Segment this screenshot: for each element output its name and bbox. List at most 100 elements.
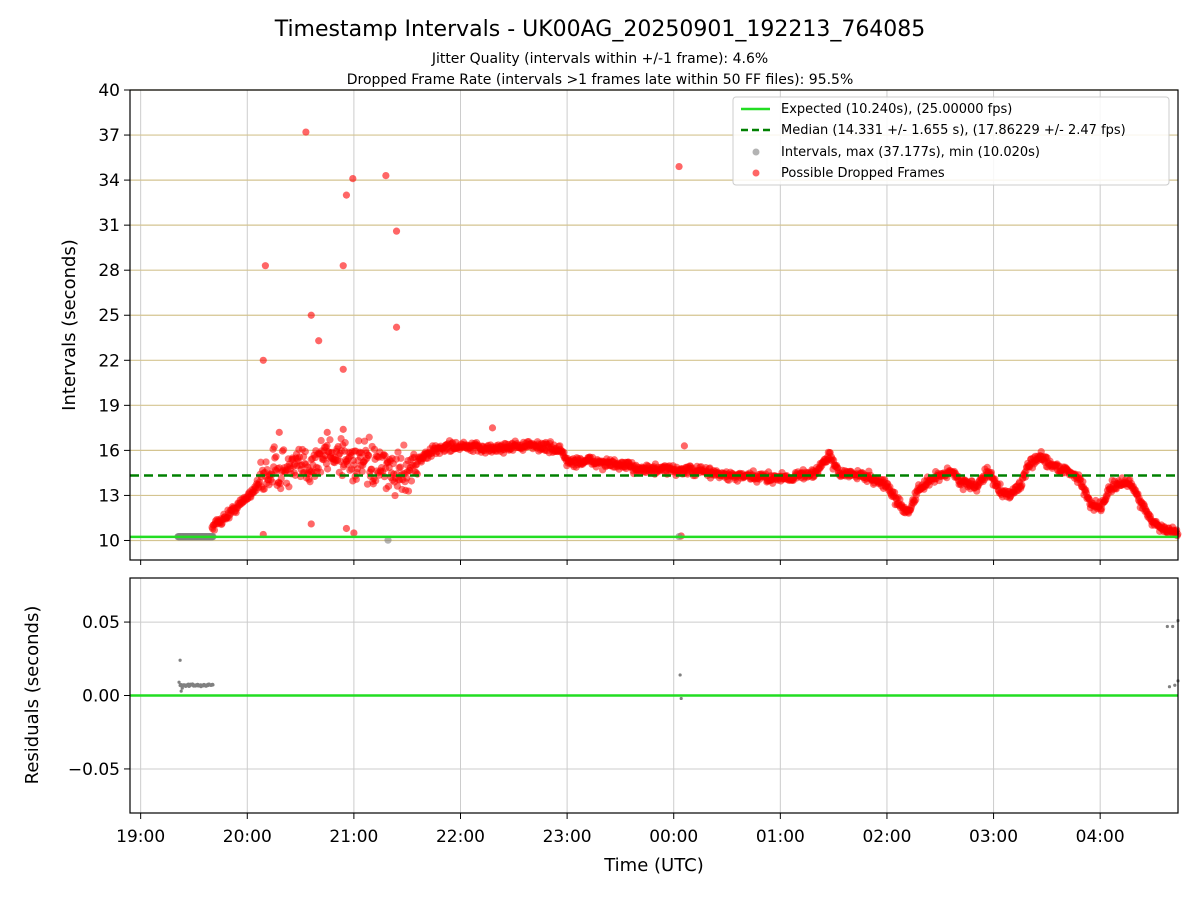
x-tick-label: 22:00 — [436, 827, 485, 847]
dropped-frame-point — [262, 458, 270, 466]
dropped-frame-point — [272, 453, 280, 461]
dropped-frame-point — [341, 439, 349, 447]
chart-subtitle-jitter: Jitter Quality (intervals within +/-1 fr… — [431, 51, 768, 67]
residual-point — [1165, 624, 1169, 629]
x-tick-label: 04:00 — [1076, 827, 1125, 847]
bottom-y-axis-label: Residuals (seconds) — [22, 606, 43, 785]
dropped-frame-point — [397, 454, 405, 462]
dropped-frame-point — [277, 485, 285, 493]
dropped-frame-outlier — [392, 323, 401, 331]
dropped-frame-outlier — [382, 171, 390, 180]
dropped-frame-outlier — [342, 524, 351, 533]
top-y-axis-label: Intervals (seconds) — [59, 239, 80, 411]
x-tick-label: 21:00 — [329, 827, 378, 847]
top-y-tick-label: 19 — [98, 396, 120, 416]
x-axis-label: Time (UTC) — [603, 855, 704, 876]
top-y-tick-label: 37 — [98, 126, 120, 146]
dropped-frame-outlier — [339, 365, 347, 373]
dropped-frame-outlier — [307, 520, 315, 528]
dropped-frame-point — [400, 441, 408, 449]
dropped-frame-point — [404, 487, 413, 495]
residual-point — [679, 696, 683, 701]
dropped-frame-outlier — [259, 356, 267, 364]
dropped-frame-outlier — [315, 337, 323, 345]
chart-title: Timestamp Intervals - UK00AG_20250901_19… — [274, 17, 926, 42]
dropped-frame-point — [352, 475, 360, 483]
dropped-frame-point — [280, 446, 288, 454]
dropped-frame-point — [358, 467, 366, 476]
residual-point — [178, 658, 182, 662]
dropped-frame-outlier — [261, 262, 269, 270]
dropped-frame-point — [396, 463, 404, 471]
dropped-frame-point — [355, 437, 363, 445]
dropped-frame-point — [365, 451, 373, 460]
legend-median-label: Median (14.331 +/- 1.655 s), (17.86229 +… — [781, 123, 1126, 138]
legend-intervals-label: Intervals, max (37.177s), min (10.020s) — [781, 145, 1040, 160]
residual-point — [179, 689, 183, 693]
residual-point — [1171, 624, 1175, 629]
dropped-frame-point — [1018, 481, 1026, 489]
residual-point — [211, 683, 215, 687]
dropped-frame-outlier — [675, 162, 683, 171]
dropped-frame-point — [394, 448, 402, 456]
top-y-tick-label: 16 — [98, 441, 120, 461]
dropped-frame-point — [260, 485, 268, 493]
x-tick-label: 02:00 — [862, 827, 911, 847]
dropped-frame-outlier — [349, 174, 357, 183]
top-y-tick-label: 22 — [98, 351, 120, 371]
dropped-frame-point — [372, 477, 380, 485]
dropped-frame-outlier — [275, 428, 283, 436]
dropped-frame-outlier — [307, 311, 315, 319]
residual-point — [1173, 683, 1177, 687]
chart-subtitle-dropped: Dropped Frame Rate (intervals >1 frames … — [347, 72, 854, 88]
dropped-frame-point — [407, 477, 416, 485]
dropped-frame-outlier — [323, 428, 331, 436]
dropped-frame-point — [257, 458, 265, 466]
bottom-y-tick-label: 0.05 — [82, 613, 120, 633]
dropped-frame-point — [277, 474, 285, 483]
legend: Expected (10.240s), (25.00000 fps) Media… — [732, 96, 1170, 186]
dropped-frame-point — [323, 441, 331, 450]
x-tick-label: 01:00 — [756, 827, 805, 847]
dropped-frame-outlier — [342, 191, 351, 199]
bottom-y-tick-label: −0.05 — [68, 760, 120, 780]
dropped-frame-point — [306, 478, 314, 486]
x-tick-label: 20:00 — [223, 827, 272, 847]
top-y-tick-label: 34 — [98, 171, 120, 191]
dropped-frame-point — [365, 433, 373, 441]
dropped-frame-point — [391, 491, 399, 500]
top-y-tick-label: 25 — [98, 306, 120, 326]
x-tick-label: 19:00 — [116, 827, 165, 847]
top-y-tick-label: 10 — [98, 531, 120, 551]
dropped-frame-outlier — [302, 128, 310, 136]
top-y-tick-label: 28 — [98, 261, 120, 281]
dropped-frame-point — [384, 482, 393, 490]
top-y-tick-label: 31 — [98, 216, 120, 236]
dropped-frame-outlier — [392, 227, 401, 235]
x-tick-label: 00:00 — [649, 827, 698, 847]
top-axes-frame — [129, 89, 1179, 561]
x-tick-label: 23:00 — [543, 827, 592, 847]
dropped-frame-point — [1079, 478, 1087, 486]
legend-dropped-label: Possible Dropped Frames — [781, 166, 945, 181]
dropped-frame-outlier — [339, 425, 347, 433]
dropped-frame-point — [270, 443, 278, 451]
dropped-frame-outlier — [339, 262, 347, 270]
dropped-frame-point — [316, 468, 325, 476]
bottom-y-tick-label: 0.00 — [82, 687, 120, 707]
dropped-frame-point — [891, 488, 899, 497]
legend-box — [732, 96, 1170, 186]
residual-point — [177, 680, 181, 684]
dropped-frame-outlier — [350, 529, 358, 537]
top-y-tick-label: 40 — [98, 81, 120, 101]
x-tick-label: 03:00 — [969, 827, 1018, 847]
dropped-frame-point — [360, 437, 369, 445]
legend-expected-label: Expected (10.240s), (25.00000 fps) — [781, 102, 1012, 117]
dropped-frame-point — [317, 436, 325, 445]
dropped-frame-point — [301, 447, 309, 456]
residual-point — [1167, 685, 1172, 689]
residual-point — [678, 673, 682, 677]
residuals-panel: 0.05 0.00 −0.05 19:00 20:00 21:00 22:00 23:00 00… — [68, 577, 1180, 847]
dropped-frame-point — [996, 480, 1004, 488]
